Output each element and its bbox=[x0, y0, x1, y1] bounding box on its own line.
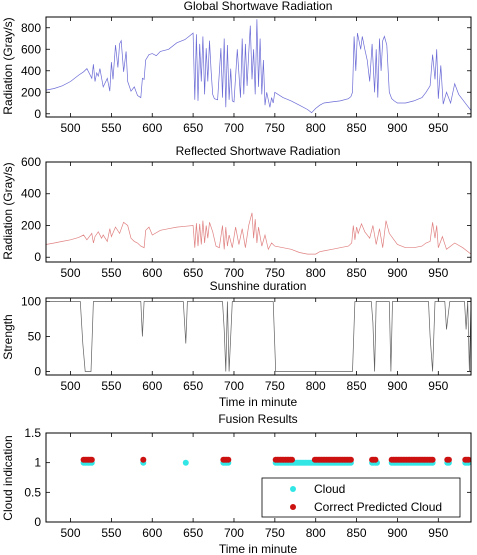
panel-global-radiation: Global Shortwave Radiation Radiation (Gr… bbox=[1, 0, 472, 135]
y-axis-label: Cloud indication bbox=[1, 435, 15, 520]
y-tick-label: 200 bbox=[21, 218, 41, 232]
y-tick-label: 0 bbox=[34, 250, 41, 264]
y-tick-label: 0.5 bbox=[24, 485, 41, 499]
x-tick-label: 700 bbox=[224, 379, 244, 393]
legend-box bbox=[261, 477, 461, 518]
x-tick-label: 700 bbox=[224, 121, 244, 135]
y-tick-label: 1.5 bbox=[24, 426, 41, 440]
point-correct-predicted-cloud bbox=[140, 456, 147, 463]
tick-layer: 500 550 600 650 700 750 800 850 900 950 0 0.5 1 1.5 bbox=[24, 426, 471, 540]
x-tick-label: 600 bbox=[142, 526, 162, 540]
legend-label-cloud: Cloud bbox=[314, 482, 345, 496]
x-tick-label: 650 bbox=[183, 266, 203, 280]
x-tick-label: 750 bbox=[265, 121, 285, 135]
x-tick-label: 900 bbox=[387, 379, 407, 393]
x-tick-label: 550 bbox=[101, 121, 121, 135]
x-tick-label: 750 bbox=[265, 526, 285, 540]
x-tick-label: 550 bbox=[101, 379, 121, 393]
y-tick-label: 200 bbox=[21, 85, 41, 99]
legend-label-correct-predicted-cloud: Correct Predicted Cloud bbox=[314, 500, 442, 514]
point-correct-predicted-cloud bbox=[347, 456, 354, 463]
x-tick-label: 650 bbox=[183, 526, 203, 540]
point-cloud bbox=[182, 459, 189, 466]
x-tick-label: 800 bbox=[306, 121, 326, 135]
x-tick-label: 600 bbox=[142, 266, 162, 280]
y-axis-label: Radiation (Gray/s) bbox=[1, 162, 15, 259]
x-tick-label: 950 bbox=[428, 379, 448, 393]
x-tick-label: 950 bbox=[428, 266, 448, 280]
x-tick-label: 750 bbox=[265, 379, 285, 393]
point-correct-predicted-cloud bbox=[465, 456, 472, 463]
x-tick-label: 900 bbox=[387, 121, 407, 135]
panel-fusion-results: Fusion Results Cloud indication 500 550 60… bbox=[1, 412, 472, 555]
x-tick-label: 900 bbox=[387, 266, 407, 280]
x-tick-label: 800 bbox=[306, 379, 326, 393]
x-tick-label: 550 bbox=[101, 526, 121, 540]
x-tick-label: 650 bbox=[183, 121, 203, 135]
y-tick-label: 100 bbox=[21, 295, 41, 309]
plot-frame bbox=[45, 432, 472, 523]
y-tick-label: 600 bbox=[21, 155, 41, 169]
x-tick-label: 500 bbox=[61, 379, 81, 393]
x-tick-label: 700 bbox=[224, 266, 244, 280]
y-tick-label: 0 bbox=[34, 515, 41, 529]
series-line bbox=[45, 212, 472, 255]
plot-frame bbox=[45, 297, 472, 376]
point-correct-predicted-cloud bbox=[289, 456, 295, 463]
y-tick-label: 400 bbox=[21, 187, 41, 201]
y-tick-label: 400 bbox=[21, 64, 41, 78]
panel-sunshine-duration: Sunshine duration Strength 500 550 600 650 7… bbox=[1, 279, 472, 409]
x-tick-label: 500 bbox=[61, 121, 81, 135]
x-tick-label: 500 bbox=[61, 266, 81, 280]
tick-layer: 500 550 600 650 700 750 800 850 900 950 0 200 400 600 bbox=[21, 155, 471, 280]
x-axis-label: Time in minute bbox=[219, 395, 298, 409]
panel-title: Global Shortwave Radiation bbox=[184, 0, 333, 13]
x-tick-label: 800 bbox=[306, 526, 326, 540]
x-tick-label: 950 bbox=[428, 121, 448, 135]
x-tick-label: 950 bbox=[428, 526, 448, 540]
y-tick-label: 1 bbox=[34, 456, 41, 470]
point-correct-predicted-cloud bbox=[445, 456, 452, 463]
scatter-points bbox=[80, 456, 472, 466]
legend-marker-cloud bbox=[290, 486, 296, 492]
panel-reflected-radiation: Reflected Shortwave Radiation Radiation … bbox=[1, 144, 472, 280]
x-tick-label: 850 bbox=[347, 266, 367, 280]
panel-title: Sunshine duration bbox=[210, 279, 307, 293]
x-tick-label: 750 bbox=[265, 266, 285, 280]
y-axis-label: Strength bbox=[1, 314, 15, 359]
series-line bbox=[45, 19, 472, 114]
series-line bbox=[46, 301, 472, 372]
y-axis-label: Radiation (Gray/s) bbox=[1, 17, 15, 114]
y-tick-label: 50 bbox=[28, 330, 42, 344]
plot-frame bbox=[45, 161, 472, 263]
y-tick-label: 600 bbox=[21, 42, 41, 56]
x-tick-label: 850 bbox=[347, 526, 367, 540]
x-tick-label: 850 bbox=[347, 379, 367, 393]
legend-marker-correct-predicted-cloud bbox=[290, 504, 296, 510]
y-tick-label: 0 bbox=[34, 107, 41, 121]
point-correct-predicted-cloud bbox=[372, 456, 379, 463]
x-tick-label: 650 bbox=[183, 379, 203, 393]
x-tick-label: 550 bbox=[101, 266, 121, 280]
y-tick-label: 0 bbox=[34, 365, 41, 379]
panel-title: Fusion Results bbox=[218, 412, 297, 426]
point-correct-predicted-cloud bbox=[225, 456, 232, 463]
x-tick-label: 900 bbox=[387, 526, 407, 540]
tick-layer: 500 550 600 650 700 750 800 850 900 950 0 50 100 bbox=[21, 295, 471, 393]
x-tick-label: 850 bbox=[347, 121, 367, 135]
legend: Cloud Correct Predicted Cloud bbox=[261, 477, 461, 518]
x-tick-label: 700 bbox=[224, 526, 244, 540]
tick-layer: 500 550 600 650 700 750 800 850 900 950 0 200 400 600… bbox=[21, 17, 471, 135]
y-tick-label: 800 bbox=[21, 21, 41, 35]
x-tick-label: 600 bbox=[142, 379, 162, 393]
x-tick-label: 800 bbox=[306, 266, 326, 280]
x-tick-label: 500 bbox=[61, 526, 81, 540]
point-correct-predicted-cloud bbox=[88, 456, 95, 463]
point-correct-predicted-cloud bbox=[429, 456, 436, 463]
x-tick-label: 600 bbox=[142, 121, 162, 135]
x-axis-label: Time in minute bbox=[219, 542, 298, 555]
panel-title: Reflected Shortwave Radiation bbox=[176, 144, 341, 158]
plot-frame bbox=[45, 16, 472, 118]
